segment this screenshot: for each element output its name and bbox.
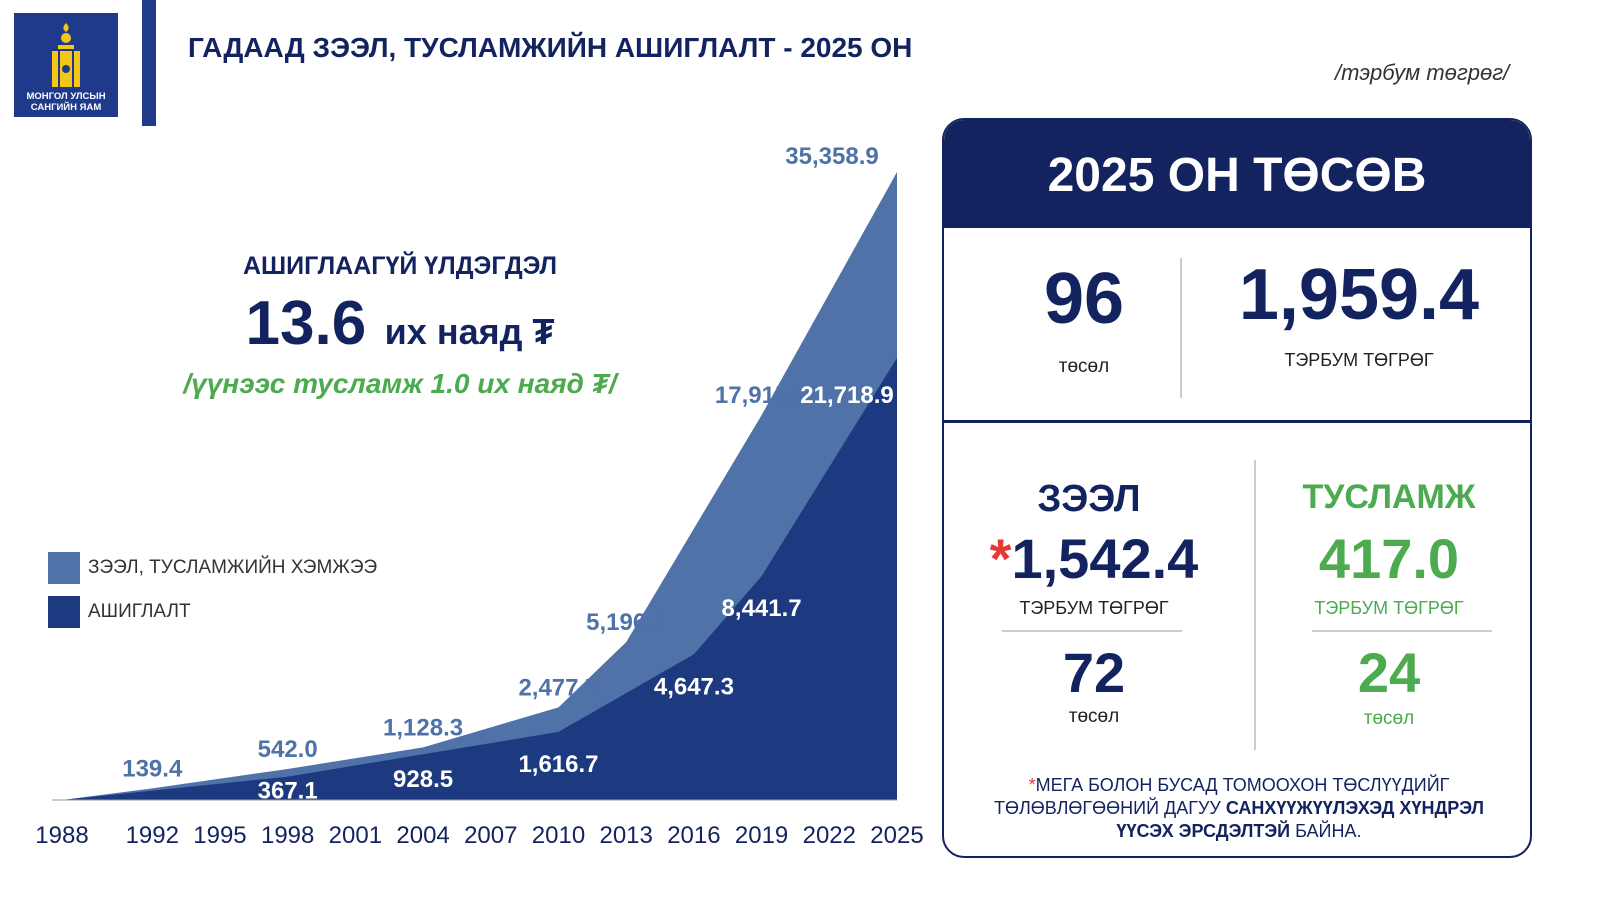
legend-label: АШИГЛАЛТ bbox=[88, 601, 191, 622]
total-projects-label: төсөл bbox=[1058, 356, 1110, 377]
x-tick-label: 2022 bbox=[803, 822, 856, 849]
x-tick-label: 2013 bbox=[599, 822, 652, 849]
data-label: 8,441.7 bbox=[722, 595, 802, 622]
divider bbox=[1002, 630, 1182, 632]
risk-asterisk: * bbox=[989, 527, 1012, 590]
unused-balance: 13.6 их наяд ₮ bbox=[130, 288, 670, 359]
legend-item-total: ЗЭЭЛ, ТУСЛАМЖИЙН ХЭМЖЭЭ bbox=[48, 552, 377, 584]
budget-title: 2025 ОН ТӨСӨВ bbox=[944, 120, 1530, 228]
page-title: ГАДААД ЗЭЭЛ, ТУСЛАМЖИЙН АШИГЛАЛТ - 2025 … bbox=[188, 32, 913, 63]
loan-projects-label: төсөл bbox=[1068, 706, 1120, 727]
risk-footnote: *МЕГА БОЛОН БУСАД ТОМООХОН ТӨСЛҮҮДИЙГ ТӨ… bbox=[964, 774, 1514, 843]
x-tick-label: 1995 bbox=[193, 822, 246, 849]
footnote-text: МЕГА БОЛОН БУСАД ТОМООХОН ТӨСЛҮҮДИЙГ ТӨЛ… bbox=[993, 775, 1450, 818]
aid-note: /үүнээс тусламж 1.0 их наяд ₮/ bbox=[183, 368, 617, 399]
aid-amount-label: ТЭРБУМ ТӨГРӨГ bbox=[1314, 598, 1464, 618]
logo-text: МОНГОЛ УЛСЫН bbox=[26, 91, 106, 102]
loan-amount: *1,542.4 bbox=[974, 526, 1214, 591]
total-amount-label: ТЭРБУМ ТӨГРӨГ bbox=[1284, 350, 1434, 370]
loan-title: ЗЭЭЛ bbox=[1037, 478, 1141, 520]
data-label: 1,128.3 bbox=[383, 714, 463, 741]
unused-balance-value: 13.6 bbox=[245, 289, 367, 358]
x-tick-label: 2007 bbox=[464, 822, 517, 849]
legend-swatch bbox=[48, 596, 80, 628]
x-tick-label: 2010 bbox=[532, 822, 585, 849]
data-label: 21,718.9 bbox=[800, 382, 893, 409]
loan-amount-label: ТЭРБУМ ТӨГРӨГ bbox=[1019, 598, 1169, 618]
x-tick-label: 2016 bbox=[667, 822, 720, 849]
total-amount: 1,959.4 bbox=[1238, 255, 1480, 335]
legend-swatch bbox=[48, 552, 80, 584]
aid-projects: 24 bbox=[1357, 641, 1421, 704]
data-label: 1,616.7 bbox=[518, 751, 598, 778]
unused-balance-unit: их наяд ₮ bbox=[384, 311, 555, 352]
x-tick-label: 1988 bbox=[35, 822, 88, 849]
aid-projects-label: төсөл bbox=[1363, 708, 1415, 729]
area-chart: 139.4 542.0 1,128.3 2,477.7 5,196.0 17,915.9 3… bbox=[35, 143, 923, 849]
data-label: 928.5 bbox=[393, 766, 453, 793]
x-tick-label: 2001 bbox=[329, 822, 382, 849]
x-tick-label: 2004 bbox=[396, 822, 449, 849]
legend-item-used: АШИГЛАЛТ bbox=[48, 596, 191, 628]
x-tick-label: 1992 bbox=[126, 822, 179, 849]
x-tick-label: 1998 bbox=[261, 822, 314, 849]
budget-card: 2025 ОН ТӨСӨВ 96 төсөл 1,959.4 ТЭРБУМ ТӨ… bbox=[942, 118, 1532, 858]
unit-label: /тэрбум төгрөг/ bbox=[1335, 60, 1510, 85]
data-label: 5,196.0 bbox=[586, 609, 666, 636]
x-tick-label: 2025 bbox=[870, 822, 923, 849]
aid-title: ТУСЛАМЖ bbox=[1302, 478, 1476, 516]
data-label: 4,647.3 bbox=[654, 673, 734, 700]
unused-balance-label: АШИГЛААГҮЙ ҮЛДЭГДЭЛ bbox=[242, 252, 558, 280]
area-series-used bbox=[62, 357, 897, 800]
x-tick-label: 2019 bbox=[735, 822, 788, 849]
divider bbox=[1254, 460, 1256, 750]
divider bbox=[1312, 630, 1492, 632]
data-label: 139.4 bbox=[122, 755, 183, 782]
header-divider bbox=[142, 0, 156, 126]
ministry-logo: МОНГОЛ УЛСЫН САНГИЙН ЯАМ bbox=[14, 13, 118, 117]
logo-text: САНГИЙН ЯАМ bbox=[30, 102, 102, 113]
area-series-total bbox=[62, 172, 897, 800]
data-label: 2,477.7 bbox=[518, 674, 598, 701]
loan-projects: 72 bbox=[1062, 641, 1126, 704]
footnote-asterisk: * bbox=[1028, 775, 1036, 795]
section-divider bbox=[944, 420, 1530, 423]
aid-amount: 417.0 bbox=[1318, 527, 1460, 590]
total-projects: 96 bbox=[1043, 259, 1125, 339]
divider bbox=[1180, 258, 1182, 398]
data-label: 17,915.9 bbox=[715, 382, 808, 409]
legend-label: ЗЭЭЛ, ТУСЛАМЖИЙН ХЭМЖЭЭ bbox=[88, 557, 378, 578]
data-label: 542.0 bbox=[258, 736, 318, 763]
footnote-text: БАЙНА. bbox=[1290, 821, 1362, 841]
footnote-bold: САНХҮҮЖҮҮЛЭХЭД ХҮНДРЭЛ ҮҮСЭХ ЭРСДЭЛТЭЙ bbox=[1116, 798, 1485, 841]
soyombo-emblem-icon bbox=[52, 23, 80, 87]
data-label: 35,358.9 bbox=[785, 143, 878, 170]
loan-amount-value: 1,542.4 bbox=[1011, 527, 1199, 590]
